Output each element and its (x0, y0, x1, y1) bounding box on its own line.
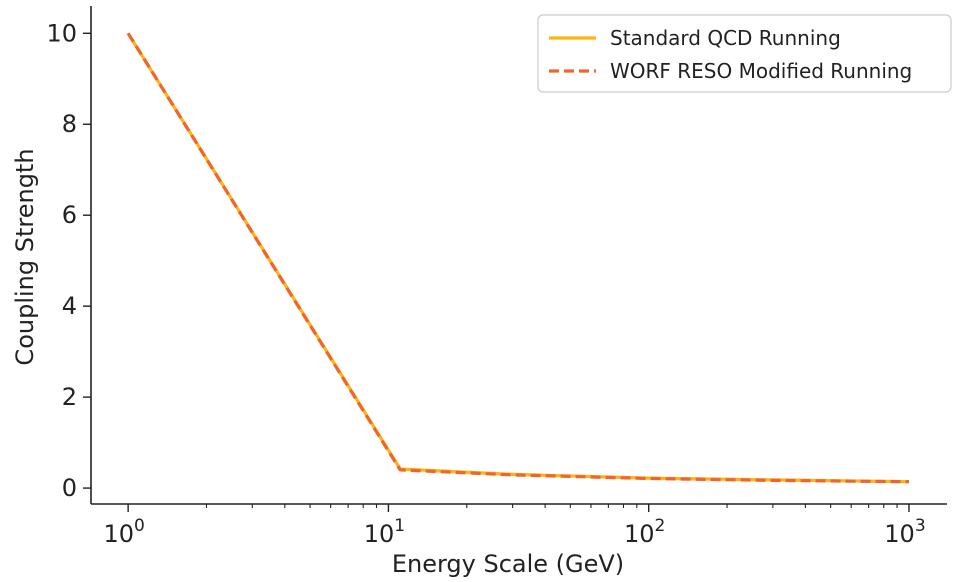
y-axis-title: Coupling Strength (11, 148, 39, 365)
x-tick-label: 103 (884, 516, 925, 548)
legend: Standard QCD Running WORF RESO Modified R… (537, 14, 952, 93)
y-tick-label: 8 (62, 110, 77, 138)
x-tick-label: 101 (364, 516, 405, 548)
plot-lines (126, 32, 910, 484)
y-tick-label: 6 (62, 201, 77, 229)
x-axis-title: Energy Scale (GeV) (392, 550, 624, 578)
x-tick-label: 100 (103, 516, 144, 548)
y-tick-label: 4 (62, 292, 77, 320)
y-ticks: 0 2 4 6 8 10 (46, 19, 91, 502)
y-tick-label: 10 (46, 19, 77, 47)
series-line-1 (126, 32, 910, 484)
legend-box (537, 14, 952, 93)
axes: 100 101 102 103 0 2 4 6 8 10 (46, 6, 947, 548)
legend-label: Standard QCD Running (610, 26, 841, 50)
y-tick-label: 2 (62, 383, 77, 411)
x-tick-label: 102 (624, 516, 665, 548)
legend-label: WORF RESO Modified Running (610, 59, 912, 83)
x-ticks: 100 101 102 103 (103, 504, 926, 548)
series-line-2 (126, 32, 910, 484)
y-tick-label: 0 (62, 474, 77, 502)
